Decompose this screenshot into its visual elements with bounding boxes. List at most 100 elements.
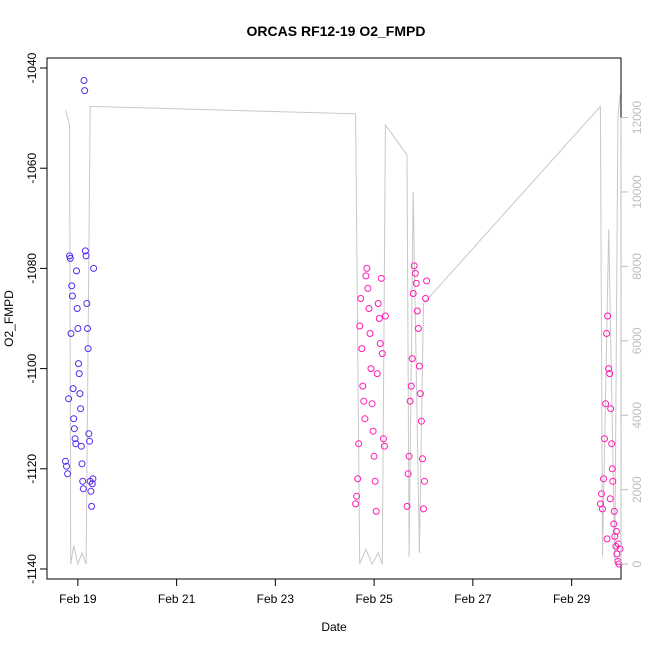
data-point: [86, 437, 93, 445]
data-point: [606, 495, 614, 503]
data-point: [81, 247, 89, 255]
data-point: [77, 405, 85, 413]
data-point: [70, 425, 78, 433]
data-point: [87, 487, 95, 495]
data-point: [415, 362, 423, 370]
data-point: [68, 282, 76, 290]
data-point: [70, 415, 78, 423]
data-point: [358, 345, 366, 353]
data-point: [363, 264, 371, 272]
data-point: [602, 400, 610, 408]
data-point: [606, 370, 614, 378]
y-tick-label: -1100: [25, 353, 39, 383]
data-point: [84, 325, 91, 332]
data-point: [610, 507, 618, 515]
y-tick-label: -1080: [25, 253, 39, 284]
data-point: [83, 300, 91, 307]
data-point: [374, 300, 382, 307]
data-point: [607, 405, 615, 413]
y-tick-label: -1140: [25, 554, 39, 584]
plot-frame: [46, 57, 622, 580]
data-point: [352, 500, 360, 508]
x-tick-label: Feb 29: [553, 592, 591, 606]
y-tick-label: -1060: [25, 153, 39, 184]
data-point: [373, 370, 381, 378]
data-point: [610, 520, 618, 528]
y2-tick-label: 2000: [630, 476, 644, 503]
data-point: [82, 252, 90, 260]
data-point: [354, 475, 362, 483]
data-point: [420, 505, 427, 513]
data-point: [84, 345, 92, 353]
data-point: [361, 415, 369, 423]
data-point: [67, 330, 75, 337]
data-point: [605, 365, 613, 373]
data-point: [369, 427, 377, 435]
altitude-line: [65, 95, 621, 566]
data-point: [79, 485, 87, 493]
data-point: [405, 452, 413, 460]
data-point: [72, 440, 80, 448]
data-point: [362, 272, 370, 280]
data-point: [353, 492, 361, 500]
data-point: [356, 322, 364, 330]
data-point: [376, 340, 384, 347]
y-axis-title: O2_FMPD: [2, 290, 16, 347]
data-point: [406, 397, 414, 405]
data-point: [612, 527, 620, 535]
data-point: [88, 480, 96, 488]
data-point: [408, 355, 416, 363]
data-point: [69, 385, 77, 393]
data-point: [375, 315, 383, 322]
data-point: [62, 457, 69, 465]
y2-tick-label: 8000: [630, 253, 644, 280]
data-point: [616, 545, 624, 553]
data-point: [89, 475, 97, 483]
data-point: [73, 267, 80, 275]
data-point: [357, 295, 365, 302]
data-point: [601, 435, 608, 443]
data-point: [417, 417, 425, 425]
data-point: [407, 382, 415, 390]
data-point: [599, 505, 606, 513]
data-point: [603, 330, 611, 337]
y2-tick-label: 4000: [630, 402, 644, 429]
data-point: [360, 397, 368, 405]
data-point: [367, 365, 375, 373]
data-point: [75, 370, 83, 378]
chart-title: ORCAS RF12-19 O2_FMPD: [247, 23, 426, 39]
x-tick-label: Feb 19: [59, 592, 97, 606]
data-point: [78, 460, 86, 468]
data-point: [79, 477, 87, 485]
data-point: [65, 395, 73, 403]
data-point: [74, 325, 82, 332]
y2-tick-label: 12000: [630, 101, 644, 135]
data-point: [371, 477, 379, 485]
data-point: [421, 477, 428, 485]
data-point: [600, 475, 607, 483]
data-point: [364, 284, 372, 292]
data-point: [613, 550, 621, 558]
y2-tick-label: 10000: [630, 175, 644, 209]
y-tick-label: -1120: [25, 454, 39, 484]
data-point: [90, 264, 98, 272]
data-point: [368, 400, 376, 408]
data-point: [370, 452, 378, 460]
data-point: [68, 292, 76, 300]
data-point: [355, 440, 363, 448]
data-point: [77, 442, 85, 450]
data-point: [88, 502, 96, 510]
data-point: [403, 502, 411, 510]
data-point: [416, 390, 424, 398]
data-point: [81, 87, 89, 95]
data-point: [365, 305, 373, 312]
data-point: [73, 305, 81, 312]
data-point: [412, 279, 420, 287]
data-point: [378, 350, 386, 358]
data-point: [66, 254, 74, 262]
data-point: [603, 535, 611, 543]
data-point: [419, 455, 426, 463]
data-point: [404, 470, 412, 478]
x-tick-label: Feb 27: [454, 592, 492, 606]
